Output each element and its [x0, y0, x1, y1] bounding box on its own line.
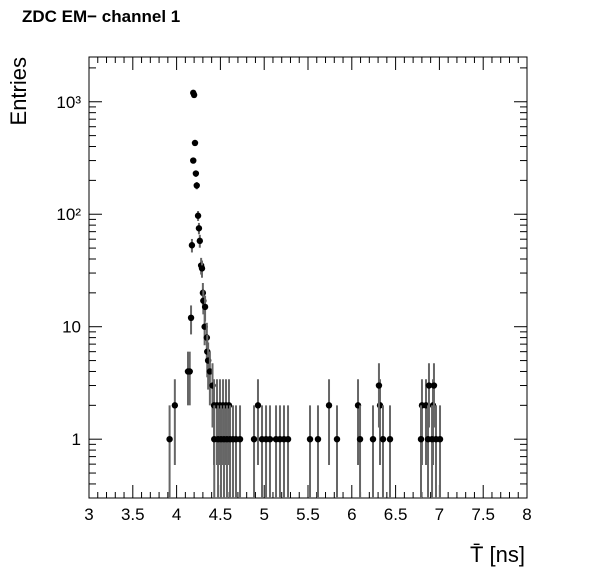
y-tick-label: 10: [62, 318, 81, 337]
data-point: [379, 435, 387, 443]
data-point: [201, 303, 209, 311]
data-point: [284, 435, 292, 443]
data-point: [417, 435, 425, 443]
x-tick-label: 5: [259, 505, 268, 524]
x-tick-label: 4.5: [209, 505, 233, 524]
data-point: [192, 170, 200, 177]
data-point: [266, 435, 274, 443]
data-point: [386, 435, 394, 443]
data-point: [186, 368, 193, 375]
data-point: [254, 402, 262, 409]
plot-frame: [88, 56, 528, 499]
data-point: [198, 265, 206, 272]
data-point: [375, 382, 383, 389]
data-point: [190, 91, 198, 99]
data-point: [333, 435, 341, 443]
data-point: [193, 182, 200, 189]
data-point: [425, 382, 433, 389]
data-point: [188, 242, 196, 249]
y-tick-label: 10²: [56, 205, 81, 224]
data-point: [314, 435, 322, 443]
x-tick-label: 4: [172, 505, 181, 524]
x-tick-label: 8: [522, 505, 531, 524]
data-point: [191, 139, 199, 147]
data-point: [325, 402, 333, 409]
data-point: [196, 237, 204, 245]
data-point: [166, 435, 173, 443]
data-point: [250, 435, 258, 443]
y-tick-label: 10³: [56, 93, 81, 112]
data-point: [306, 435, 314, 443]
data-point: [430, 382, 438, 389]
x-tick-label: 6.5: [384, 505, 408, 524]
data-point: [195, 225, 203, 232]
y-axis-label: Entries: [6, 57, 31, 125]
data-point: [356, 435, 364, 443]
x-tick-label: 3: [84, 505, 93, 524]
x-axis-label: T̄ [ns]: [470, 542, 525, 567]
y-tick-label: 1: [72, 430, 81, 449]
data-point: [171, 402, 179, 409]
data-point: [194, 212, 202, 219]
data-point: [206, 368, 214, 375]
data-point: [190, 157, 197, 164]
data-point: [436, 435, 444, 443]
chart-title: ZDC EM− channel 1: [22, 7, 180, 26]
data-point: [187, 314, 195, 322]
data-point: [369, 435, 377, 443]
x-tick-label: 7.5: [471, 505, 495, 524]
data-point: [236, 435, 244, 443]
x-tick-label: 7: [435, 505, 444, 524]
x-tick-label: 5.5: [296, 505, 320, 524]
x-tick-label: 6: [347, 505, 356, 524]
x-tick-label: 3.5: [121, 505, 145, 524]
